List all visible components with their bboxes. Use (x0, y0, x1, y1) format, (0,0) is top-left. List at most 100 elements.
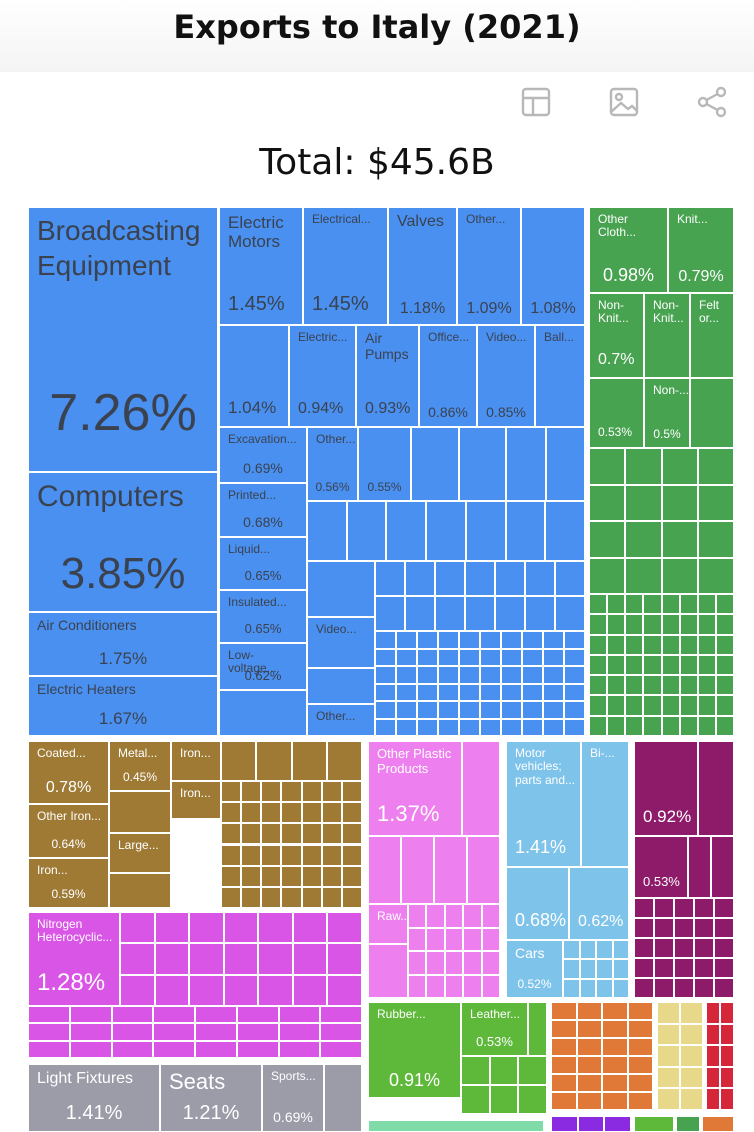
treemap-subcell[interactable] (579, 940, 596, 960)
treemap-subcell[interactable] (69, 1040, 112, 1058)
treemap-subcell[interactable] (543, 648, 564, 666)
treemap-subcell[interactable] (236, 1023, 279, 1041)
treemap-subcell[interactable] (321, 802, 342, 824)
treemap-cell-5[interactable]: Electrical... 1.45% (303, 207, 388, 325)
treemap-subcell[interactable] (111, 1006, 154, 1024)
treemap-subcell[interactable] (607, 594, 626, 615)
treemap-subcell[interactable] (408, 951, 427, 975)
treemap-subcell[interactable] (261, 844, 282, 866)
treemap-subcell[interactable] (596, 978, 613, 998)
treemap-subcell[interactable] (579, 978, 596, 998)
treemap-cell-23[interactable]: Other... (307, 704, 375, 736)
treemap-subcell[interactable] (634, 958, 654, 978)
treemap-subcell[interactable] (120, 943, 155, 975)
treemap-subcell[interactable] (528, 1002, 547, 1056)
treemap-subcell[interactable] (697, 448, 734, 485)
treemap-subcell[interactable] (602, 1092, 628, 1110)
treemap-cell-2[interactable]: Air Conditioners 1.75% (28, 612, 218, 676)
treemap-subcell[interactable] (438, 666, 459, 684)
treemap-subcell[interactable] (396, 701, 417, 719)
treemap-subcell[interactable] (522, 666, 543, 684)
treemap-subcell[interactable] (301, 802, 322, 824)
treemap-cell-20[interactable]: Insulated... 0.65% (219, 590, 307, 643)
treemap-subcell[interactable] (525, 596, 555, 631)
treemap-cell-30[interactable]: Non-... 0.5% (644, 378, 690, 448)
treemap-subcell[interactable] (463, 927, 482, 951)
treemap-subcell[interactable] (223, 912, 259, 944)
treemap-subcell[interactable] (607, 715, 626, 736)
treemap-subcell[interactable] (714, 978, 734, 998)
treemap-subcell[interactable] (577, 1116, 605, 1132)
treemap-subcell[interactable] (625, 521, 662, 558)
treemap-subcell[interactable] (720, 1002, 734, 1024)
treemap-subcell[interactable] (195, 1006, 237, 1024)
treemap-subcell[interactable] (680, 1002, 703, 1024)
treemap-subcell[interactable] (643, 715, 662, 736)
image-icon[interactable] (608, 86, 640, 118)
treemap-subcell[interactable] (506, 427, 546, 501)
treemap-subcell[interactable] (694, 978, 714, 998)
treemap-subcell[interactable] (219, 690, 307, 736)
treemap-subcell[interactable] (221, 844, 242, 866)
treemap-subcell[interactable] (481, 927, 500, 951)
treemap-subcell[interactable] (694, 918, 714, 938)
treemap-subcell[interactable] (258, 974, 293, 1006)
treemap-subcell[interactable] (706, 1088, 720, 1110)
treemap-subcell[interactable] (281, 844, 302, 866)
treemap-subcell[interactable] (256, 741, 292, 781)
treemap-subcell[interactable] (426, 951, 445, 975)
treemap-subcell[interactable] (714, 958, 734, 978)
treemap-subcell[interactable] (480, 648, 501, 666)
treemap-subcell[interactable] (627, 1056, 653, 1074)
treemap-subcell[interactable] (564, 631, 585, 649)
treemap-cell-19[interactable]: Liquid... 0.65% (219, 537, 307, 590)
treemap-subcell[interactable] (462, 741, 500, 836)
treemap-subcell[interactable] (396, 648, 417, 666)
treemap-subcell[interactable] (261, 781, 282, 803)
treemap-subcell[interactable] (657, 1088, 680, 1110)
treemap-subcell[interactable] (223, 974, 259, 1006)
treemap-subcell[interactable] (292, 974, 328, 1006)
treemap-subcell[interactable] (706, 1066, 720, 1089)
treemap-subcell[interactable] (625, 675, 644, 696)
treemap-subcell[interactable] (625, 634, 644, 655)
treemap-subcell[interactable] (109, 873, 171, 908)
treemap-subcell[interactable] (438, 683, 459, 701)
treemap-subcell[interactable] (327, 943, 362, 975)
treemap-subcell[interactable] (634, 918, 654, 938)
treemap-subcell[interactable] (401, 836, 434, 904)
treemap-subcell[interactable] (480, 666, 501, 684)
treemap-subcell[interactable] (321, 865, 342, 887)
treemap-subcell[interactable] (697, 594, 716, 615)
treemap-subcell[interactable] (321, 886, 342, 908)
treemap-subcell[interactable] (715, 675, 734, 696)
treemap-subcell[interactable] (109, 791, 171, 833)
treemap-subcell[interactable] (634, 978, 654, 998)
treemap-subcell[interactable] (408, 927, 427, 951)
treemap-cell-15[interactable]: Excavation... 0.69% (219, 427, 307, 483)
treemap-subcell[interactable] (634, 938, 654, 958)
treemap-subcell[interactable] (459, 701, 480, 719)
treemap-subcell[interactable] (627, 1038, 653, 1056)
treemap-subcell[interactable] (643, 654, 662, 676)
treemap-subcell[interactable] (189, 974, 224, 1006)
treemap-subcell[interactable] (702, 1116, 734, 1132)
treemap-cell-35[interactable]: Other Iron... 0.64% (28, 804, 109, 858)
treemap-cell-40[interactable]: Motor vehicles; parts and... 1.41% (506, 741, 581, 867)
treemap-subcell[interactable] (679, 654, 698, 676)
treemap-subcell[interactable] (625, 614, 644, 635)
treemap-subcell[interactable] (278, 1023, 321, 1041)
treemap-cell-28[interactable]: Felt or... (690, 293, 734, 378)
treemap-subcell[interactable] (258, 943, 293, 975)
treemap-subcell[interactable] (408, 974, 427, 998)
treemap-subcell[interactable] (576, 1020, 602, 1038)
treemap-subcell[interactable] (426, 501, 466, 561)
treemap-subcell[interactable] (661, 521, 698, 558)
treemap-subcell[interactable] (564, 648, 585, 666)
treemap-subcell[interactable] (261, 886, 282, 908)
treemap-subcell[interactable] (368, 944, 408, 998)
treemap-subcell[interactable] (625, 448, 662, 485)
treemap-subcell[interactable] (375, 561, 405, 596)
treemap-subcell[interactable] (697, 695, 716, 716)
treemap-subcell[interactable] (657, 1023, 680, 1046)
